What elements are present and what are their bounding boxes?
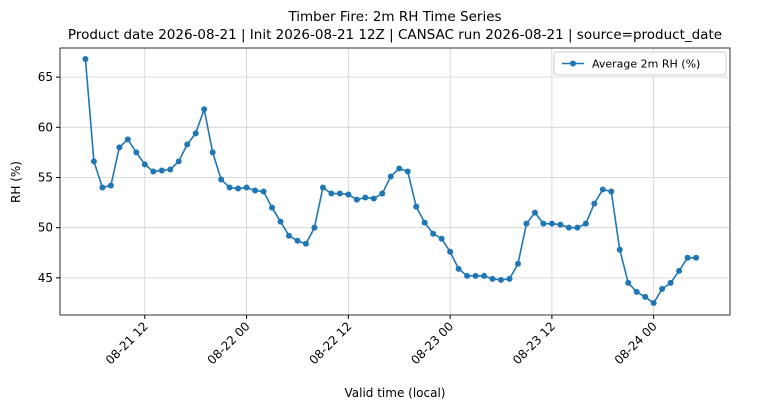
data-point: [218, 176, 225, 183]
data-point: [404, 168, 411, 175]
data-point: [438, 235, 445, 242]
data-point: [506, 275, 513, 282]
legend-label: Average 2m RH (%): [592, 58, 700, 71]
x-tick-label: 08-22 12: [306, 319, 354, 367]
data-point: [192, 130, 199, 137]
data-point: [243, 184, 250, 191]
data-point: [82, 56, 89, 63]
data-point: [167, 166, 174, 173]
data-point: [413, 203, 420, 210]
x-tick-label: 08-23 12: [510, 319, 558, 367]
data-point: [328, 190, 335, 197]
data-point: [269, 204, 276, 211]
data-point: [184, 141, 191, 148]
y-tick-label: 50: [38, 221, 53, 235]
data-point: [116, 144, 123, 151]
x-tick-label: 08-22 00: [205, 319, 253, 367]
data-point: [209, 149, 216, 156]
data-point: [514, 260, 521, 267]
data-point: [379, 190, 386, 197]
data-point: [353, 196, 360, 203]
legend-box: [553, 51, 727, 76]
x-tick-label: 08-21 12: [103, 319, 151, 367]
x-tick-label: 08-23 00: [408, 319, 456, 367]
data-point: [319, 184, 326, 191]
data-point: [531, 209, 538, 216]
data-point: [599, 186, 606, 193]
plot-frame: [59, 47, 731, 316]
data-point: [540, 220, 547, 227]
y-tick-label: 45: [38, 271, 53, 285]
data-point: [362, 194, 369, 201]
data-point: [396, 165, 403, 172]
data-point: [201, 106, 208, 113]
data-line: [84, 58, 697, 305]
data-point: [625, 279, 632, 286]
data-point: [693, 254, 700, 261]
data-point: [481, 272, 488, 279]
data-point: [252, 187, 259, 194]
data-point: [260, 188, 267, 195]
data-point: [90, 158, 97, 165]
data-point: [235, 185, 242, 192]
data-point: [659, 285, 666, 292]
data-point: [124, 136, 131, 143]
data-point: [574, 224, 581, 231]
data-point: [277, 218, 284, 225]
data-point: [107, 182, 114, 189]
data-point: [676, 267, 683, 274]
data-point: [684, 254, 691, 261]
data-point: [650, 299, 657, 306]
data-point: [455, 265, 462, 272]
chart-subtitle: Product date 2026-08-21 | Init 2026-08-2…: [68, 27, 722, 43]
data-point: [336, 190, 343, 197]
data-point: [472, 272, 479, 279]
data-point: [311, 224, 318, 231]
data-point: [498, 276, 505, 283]
data-point: [226, 184, 233, 191]
data-point: [667, 279, 674, 286]
data-point: [557, 221, 564, 228]
data-point: [345, 191, 352, 198]
data-point: [294, 237, 301, 244]
data-point: [370, 195, 377, 202]
data-point: [582, 220, 589, 227]
chart-title: Timber Fire: 2m RH Time Series: [287, 9, 501, 25]
y-tick-label: 55: [38, 170, 53, 184]
x-axis-label: Valid time (local): [345, 386, 446, 400]
data-point: [447, 248, 454, 255]
data-point: [565, 224, 572, 231]
data-point: [175, 158, 182, 165]
data-point: [99, 184, 106, 191]
y-axis-label: RH (%): [9, 161, 23, 203]
data-point: [302, 240, 309, 247]
data-point: [387, 173, 394, 180]
data-point: [133, 149, 140, 156]
data-point: [642, 293, 649, 300]
data-point: [489, 275, 496, 282]
x-tick-label: 08-24 00: [612, 319, 660, 367]
data-point: [285, 232, 292, 239]
data-point: [633, 288, 640, 295]
data-point: [548, 220, 555, 227]
y-tick-label: 65: [38, 70, 53, 84]
legend-marker: [570, 60, 576, 67]
y-tick-label: 60: [38, 120, 53, 134]
data-point: [523, 220, 530, 227]
data-point: [158, 167, 165, 174]
data-point: [591, 200, 598, 207]
data-point: [421, 219, 428, 226]
data-point: [464, 272, 471, 279]
data-point: [141, 161, 148, 168]
data-point: [616, 246, 623, 253]
data-point: [150, 168, 157, 175]
data-point: [608, 188, 615, 195]
data-point: [430, 230, 437, 237]
